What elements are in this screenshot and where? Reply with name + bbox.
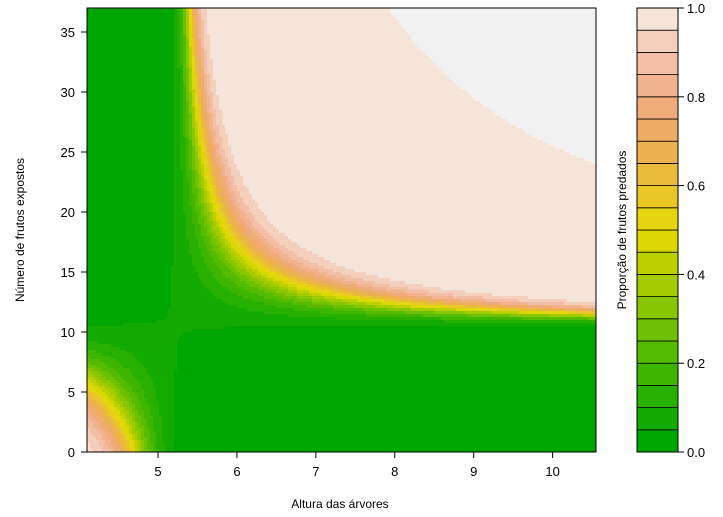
colorbar-swatch (636, 407, 679, 431)
colorbar-swatch (636, 162, 679, 186)
y-axis: 0 5 10 15 20 25 30 35 (61, 25, 87, 460)
colorbar-frame (636, 7, 679, 453)
colorbar-swatch (636, 296, 679, 320)
x-tick-label: 8 (391, 464, 398, 479)
colorbar-swatch (636, 185, 679, 209)
colorbar-swatch (636, 362, 679, 386)
colorbar-tick-label: 1.0 (687, 1, 705, 16)
colorbar-tick-label: 0.2 (687, 356, 705, 371)
y-tick-label: 20 (61, 205, 75, 220)
y-tick-label: 30 (61, 85, 75, 100)
plot-frame (86, 7, 597, 453)
colorbar-swatch (636, 7, 679, 31)
colorbar-swatch (636, 318, 679, 342)
x-tick-label: 5 (154, 464, 161, 479)
colorbar-swatch (636, 52, 679, 76)
colorbar-tick-label: 0.4 (687, 267, 705, 282)
colorbar-swatch (636, 140, 679, 164)
x-tick-label: 9 (470, 464, 477, 479)
colorbar-swatch (636, 229, 679, 253)
colorbar-swatch (636, 74, 679, 98)
y-tick-label: 0 (68, 445, 75, 460)
y-tick-label: 15 (61, 265, 75, 280)
colorbar-title: Proporção de frutos predados (615, 151, 629, 310)
x-axis-title: Altura das árvores (291, 497, 388, 511)
x-tick-label: 6 (233, 464, 240, 479)
y-tick-label: 10 (61, 325, 75, 340)
colorbar-swatch (636, 251, 679, 275)
colorbar-swatch (636, 207, 679, 231)
x-axis: 5 6 7 8 9 10 (154, 452, 560, 479)
colorbar-swatch (636, 118, 679, 142)
colorbar-tick-label: 0.8 (687, 90, 705, 105)
contour-fill (87, 8, 596, 452)
colorbar-tick-label: 0.0 (687, 445, 705, 460)
y-axis-title: Número de frutos expostos (13, 158, 27, 302)
y-tick-label: 5 (68, 385, 75, 400)
colorbar-swatch (636, 273, 679, 297)
x-tick-label: 10 (545, 464, 559, 479)
colorbar-swatch (636, 96, 679, 120)
colorbar-swatch (636, 29, 679, 53)
colorbar: 0.0 0.2 0.4 0.6 0.8 1.0 (636, 1, 705, 460)
colorbar-swatch (636, 384, 679, 408)
y-tick-label: 35 (61, 25, 75, 40)
y-tick-label: 25 (61, 145, 75, 160)
colorbar-tick-label: 0.6 (687, 179, 705, 194)
colorbar-swatch (636, 429, 679, 453)
colorbar-swatch (636, 340, 679, 364)
x-tick-label: 7 (312, 464, 319, 479)
